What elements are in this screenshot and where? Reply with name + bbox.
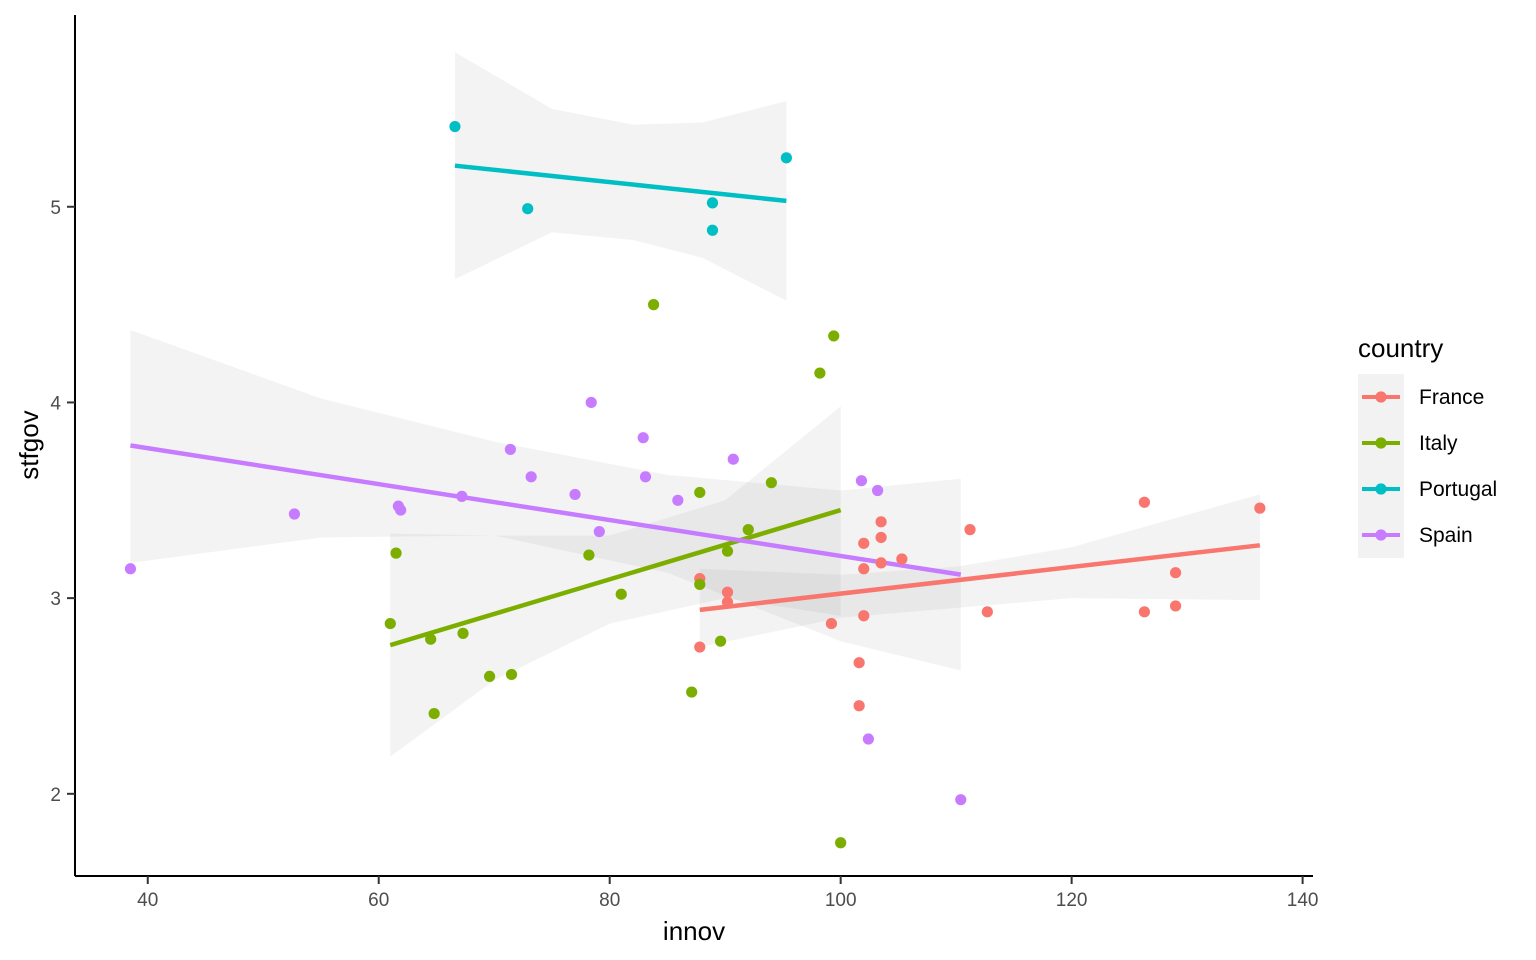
legend-key-point-italy <box>1375 437 1387 449</box>
point-france <box>1138 606 1150 618</box>
point-spain <box>955 794 967 806</box>
x-tick-label: 40 <box>137 890 158 911</box>
x-tick-label: 60 <box>368 890 389 911</box>
x-tick-label: 100 <box>825 890 857 911</box>
point-portugal <box>449 120 461 133</box>
point-spain <box>855 475 868 487</box>
point-spain <box>569 488 581 501</box>
point-italy <box>835 837 847 849</box>
point-italy <box>814 367 826 379</box>
point-italy <box>647 299 660 311</box>
point-italy <box>384 617 396 630</box>
point-france <box>1169 567 1182 579</box>
point-italy <box>483 670 496 683</box>
point-italy <box>742 524 754 536</box>
point-portugal <box>706 224 719 236</box>
point-italy <box>615 588 627 600</box>
fit-line-france <box>699 543 1261 613</box>
x-tick-label: 140 <box>1287 890 1319 911</box>
point-spain <box>395 504 407 516</box>
y-tick-label: 4 <box>50 393 61 414</box>
data-points <box>124 120 1266 849</box>
point-france <box>694 641 706 653</box>
point-italy <box>694 486 706 499</box>
point-spain <box>525 471 537 483</box>
point-france <box>875 516 887 528</box>
regression-lines <box>130 163 1261 648</box>
point-france <box>981 606 993 618</box>
legend-title: country <box>1358 333 1443 363</box>
point-france <box>853 700 865 712</box>
point-italy <box>686 686 698 698</box>
point-france <box>1254 502 1266 514</box>
legend-label-spain: Spain <box>1419 524 1473 547</box>
x-ticks: 40 60 80 100 120 140 <box>137 876 1318 911</box>
point-spain <box>637 432 649 444</box>
point-spain <box>639 471 652 483</box>
point-italy <box>390 547 402 559</box>
y-tick-label: 5 <box>50 198 61 219</box>
point-france <box>721 596 734 608</box>
confidence-bands <box>130 52 1260 757</box>
point-france <box>853 657 865 669</box>
fit-line-portugal <box>454 163 787 204</box>
legend-key-point-spain <box>1375 529 1387 541</box>
point-portugal <box>780 152 792 164</box>
point-spain <box>862 733 874 745</box>
legend-key-point-france <box>1375 391 1387 403</box>
legend-label-italy: Italy <box>1419 432 1458 455</box>
point-spain <box>585 396 597 409</box>
y-tick-label: 3 <box>50 589 61 610</box>
y-axis-label: stfgov <box>14 410 44 479</box>
point-france <box>858 537 870 549</box>
legend-key-point-portugal <box>1375 483 1387 495</box>
confidence-band-portugal <box>454 52 787 301</box>
point-italy <box>694 578 706 591</box>
fit-line-spain <box>130 443 962 577</box>
point-france <box>875 531 887 544</box>
point-spain <box>456 490 468 502</box>
point-italy <box>428 707 440 720</box>
point-spain <box>504 443 516 456</box>
point-italy <box>721 545 734 557</box>
confidence-band-france <box>699 494 1260 648</box>
point-portugal <box>522 203 534 215</box>
point-portugal <box>706 197 719 209</box>
confidence-band-spain <box>130 330 961 671</box>
point-france <box>896 553 908 565</box>
x-tick-label: 80 <box>599 890 620 911</box>
point-france <box>721 586 734 598</box>
point-italy <box>425 633 437 645</box>
point-italy <box>457 627 469 639</box>
y-tick-label: 2 <box>50 785 61 806</box>
y-ticks: 2 3 4 5 <box>50 198 75 806</box>
point-france <box>964 524 976 536</box>
legend: country France Italy Portugal Spain <box>1358 333 1497 558</box>
axes <box>74 15 1313 877</box>
point-france <box>875 557 887 569</box>
point-france <box>1138 496 1150 508</box>
point-italy <box>765 477 777 489</box>
point-spain <box>288 508 301 520</box>
legend-label-france: France <box>1419 386 1484 409</box>
point-spain <box>872 484 884 497</box>
point-italy <box>583 549 595 561</box>
x-tick-label: 120 <box>1056 890 1088 911</box>
point-france <box>858 610 870 622</box>
point-france <box>858 563 870 575</box>
legend-label-portugal: Portugal <box>1419 478 1497 501</box>
fit-line-italy <box>389 507 842 648</box>
point-spain <box>593 526 605 538</box>
point-italy <box>714 635 727 647</box>
point-spain <box>727 453 739 465</box>
point-france <box>1169 600 1182 612</box>
point-spain <box>124 563 137 575</box>
point-italy <box>828 330 840 342</box>
point-spain <box>672 494 684 506</box>
x-axis-label: innov <box>663 916 725 946</box>
point-france <box>825 617 838 630</box>
confidence-band-italy <box>390 406 841 757</box>
point-italy <box>505 668 518 681</box>
